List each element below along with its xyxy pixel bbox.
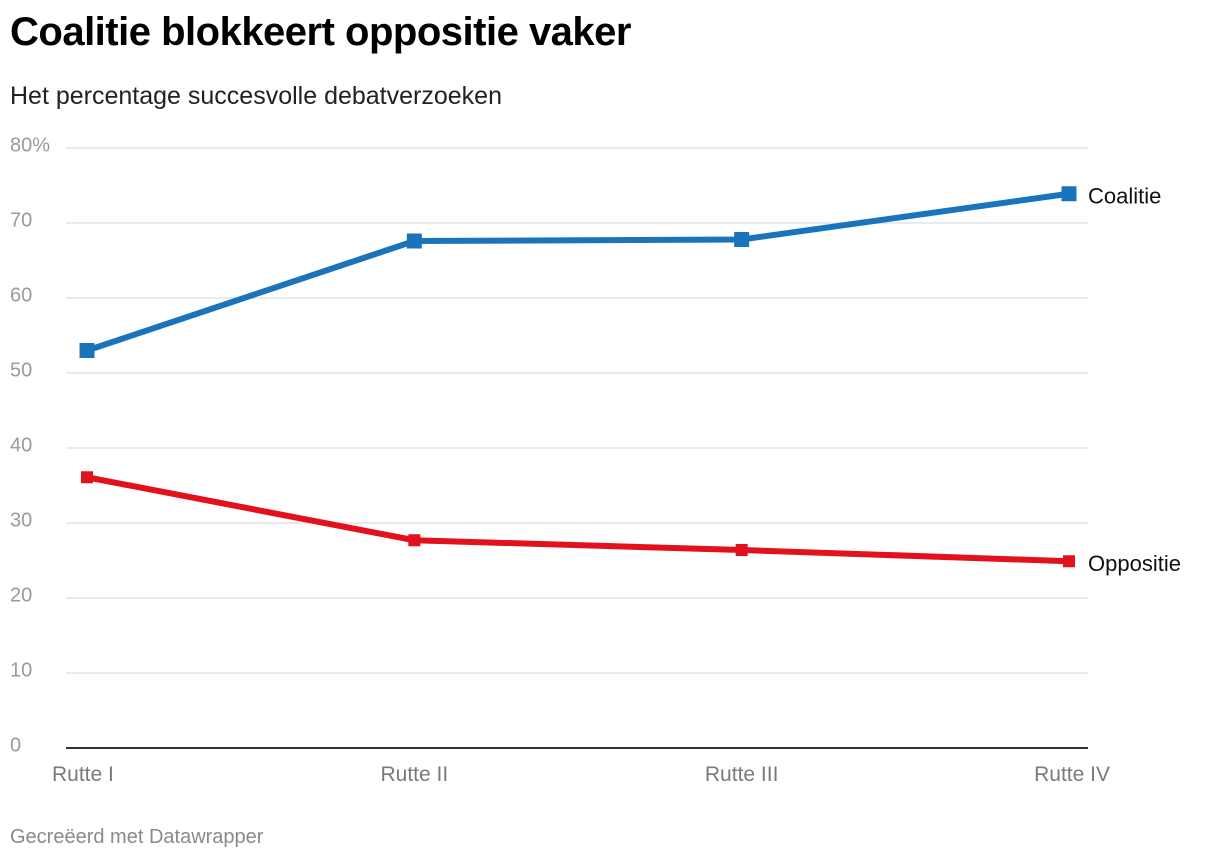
y-tick-label: 80%: [10, 134, 50, 156]
chart-subtitle: Het percentage succesvolle debatverzoeke…: [10, 82, 502, 110]
data-point-oppositie: [1063, 555, 1075, 568]
series-line-coalitie: [84, 190, 1072, 354]
y-tick-label: 50: [10, 359, 32, 381]
x-tick-label: Rutte I: [52, 763, 114, 786]
data-point-coalitie: [734, 232, 750, 247]
data-point-oppositie: [81, 471, 93, 484]
y-tick-label: 20: [10, 584, 32, 606]
y-tick-label: 60: [10, 284, 32, 306]
y-tick-label: 10: [10, 659, 32, 681]
data-point-coalitie: [1061, 186, 1077, 202]
x-tick-label: Rutte IV: [1034, 763, 1110, 786]
y-tick-label: 70: [10, 209, 32, 231]
footer-credit: Gecreëerd met Datawrapper: [10, 826, 264, 848]
series-lines: [84, 190, 1072, 565]
data-point-coalitie: [79, 343, 95, 358]
gridlines: [66, 147, 1088, 749]
x-axis-tick-labels: Rutte I Rutte II Rutte III Rutte IV: [52, 763, 1110, 786]
y-tick-label: 40: [10, 434, 32, 456]
x-tick-label: Rutte II: [380, 763, 448, 786]
series-markers: [79, 186, 1077, 568]
y-tick-label: 30: [10, 509, 32, 531]
data-point-oppositie: [408, 534, 421, 547]
data-point-oppositie: [735, 544, 748, 556]
y-tick-label: 0: [10, 734, 21, 756]
data-point-coalitie: [406, 233, 422, 249]
x-tick-label: Rutte III: [705, 763, 779, 786]
y-axis-tick-labels: 0 10 20 30 40 50 60 70 80%: [10, 134, 50, 756]
series-labels: Coalitie Oppositie: [1088, 184, 1181, 577]
series-label-oppositie: Oppositie: [1088, 551, 1181, 576]
series-label-coalitie: Coalitie: [1088, 184, 1161, 209]
chart-title: Coalitie blokkeert oppositie vaker: [10, 10, 632, 54]
series-line-oppositie: [84, 474, 1072, 565]
